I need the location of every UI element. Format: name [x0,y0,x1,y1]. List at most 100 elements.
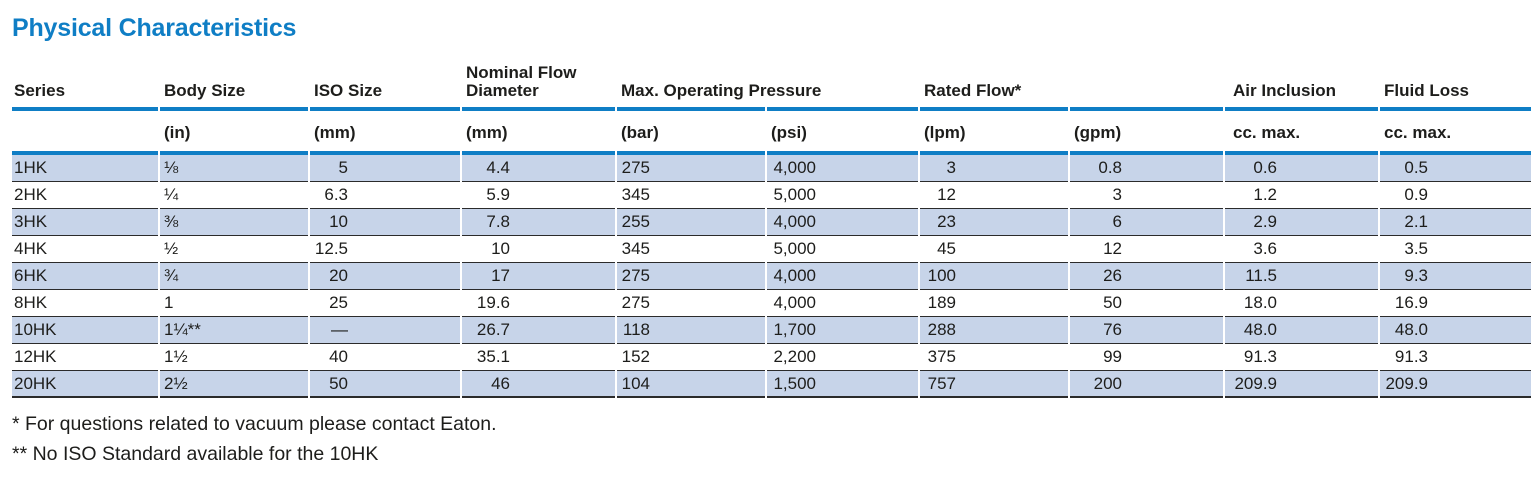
blue-rule-segment [617,151,765,156]
value-cell: 1,500 [767,371,918,399]
unit-header: (lpm) [924,123,966,143]
value-cell: 25 [310,290,460,318]
value-cell: 0.9 [1380,182,1532,210]
value-cell: 10 [310,209,460,237]
blue-rule-segment [920,151,1068,156]
value-cell: 2.1 [1380,209,1532,237]
unit-header: cc. max. [1384,123,1452,143]
blue-rule-segment [767,151,918,156]
value-cell: 4,000 [767,290,918,318]
value-cell: 23 [920,209,1068,237]
value-cell: 3 [1070,182,1224,210]
blue-rule-segment [160,107,308,112]
series-cell: 20HK [12,371,158,399]
value-cell: 4.4 [462,155,615,183]
value-cell: 50 [1070,290,1224,318]
value-cell: 6 [1070,209,1224,237]
value-cell: 4,000 [767,263,918,291]
table-row: 2HK ¼ 6.3 5.9 345 5,000 12 3 1.2 0.9 [12,182,1532,210]
column-header-body-size: Body Size [164,81,246,101]
unit-header: (mm) [466,123,508,143]
value-cell: 26.7 [462,317,615,345]
series-cell: 10HK [12,317,158,345]
value-cell: 46 [462,371,615,399]
value-cell: 12 [1070,236,1224,264]
series-cell: 3HK [12,209,158,237]
value-cell: 50 [310,371,460,399]
unit-header: cc. max. [1233,123,1301,143]
value-cell: 4,000 [767,209,918,237]
value-cell: 1½ [160,344,308,372]
value-cell: 91.3 [1225,344,1379,372]
footnotes: * For questions related to vacuum please… [10,409,1540,469]
value-cell: 2½ [160,371,308,399]
value-cell: 26 [1070,263,1224,291]
column-header-fluid-loss: Fluid Loss [1384,81,1470,101]
value-cell: 99 [1070,344,1224,372]
value-cell: 17 [462,263,615,291]
table-row: 20HK 2½ 50 46 104 1,500 757 200 209.9 209.9 [12,371,1532,399]
value-cell: 48.0 [1380,317,1532,345]
value-cell: 104 [617,371,765,399]
value-cell: 1.2 [1225,182,1379,210]
column-header-series: Series [14,81,66,101]
page-title: Physical Characteristics [12,14,297,42]
value-cell: 0.6 [1225,155,1379,183]
unit-header [12,111,158,151]
table-row: 6HK ¾ 20 17 275 4,000 100 26 11.5 9.3 [12,263,1532,291]
value-cell: ⅛ [160,155,308,183]
value-cell: 5,000 [767,182,918,210]
value-cell: 2.9 [1225,209,1379,237]
series-cell: 8HK [12,290,158,318]
blue-rule-segment [1225,107,1379,112]
value-cell: 35.1 [462,344,615,372]
footnote-vacuum: * For questions related to vacuum please… [12,413,497,436]
blue-rule-segment [462,107,615,112]
blue-rule-segment [462,151,615,156]
blue-rule-segment [767,107,918,112]
value-cell: 5 [310,155,460,183]
blue-rule-segment [617,107,765,112]
blue-rule-segment [310,151,460,156]
value-cell: 345 [617,182,765,210]
value-cell: 12 [920,182,1068,210]
units-header-row: (in) (mm) (mm) (bar) (psi) (lpm) (gpm) cc. max.… [12,111,1531,151]
blue-rule-segment [1225,151,1379,156]
value-cell: 275 [617,263,765,291]
value-cell: 345 [617,236,765,264]
column-header-iso-size: ISO Size [314,81,383,101]
unit-header: (mm) [314,123,356,143]
column-header-rated-flow: Rated Flow* [924,81,1022,101]
blue-rule-segment [1380,107,1532,112]
value-cell: 9.3 [1380,263,1532,291]
series-cell: 6HK [12,263,158,291]
value-cell: 209.9 [1225,371,1379,399]
unit-header: (psi) [771,123,807,143]
blue-rule-segment [12,151,158,156]
unit-header: (gpm) [1074,123,1122,143]
units-rule-row [12,151,1532,156]
value-cell: 0.5 [1380,155,1532,183]
column-header-nominal-flow-diameter: Nominal Flow Diameter [466,63,577,101]
value-cell: ⅜ [160,209,308,237]
value-cell: 20 [310,263,460,291]
value-cell: 48.0 [1225,317,1379,345]
series-cell: 1HK [12,155,158,183]
value-cell: 3 [920,155,1068,183]
unit-header: (in) [164,123,191,143]
value-cell: 76 [1070,317,1224,345]
header-rule-row [12,107,1532,112]
value-cell: 4,000 [767,155,918,183]
value-cell: — [310,317,460,345]
value-cell: 118 [617,317,765,345]
column-header-air-inclusion: Air Inclusion [1233,81,1336,101]
value-cell: 375 [920,344,1068,372]
value-cell: 6.3 [310,182,460,210]
value-cell: 10 [462,236,615,264]
column-header-max-operating-pressure: Max. Operating Pressure [621,81,822,101]
value-cell: 288 [920,317,1068,345]
table-row: 12HK 1½ 40 35.1 152 2,200 375 99 91.3 91.3 [12,344,1532,372]
blue-rule-segment [310,107,460,112]
value-cell: 200 [1070,371,1224,399]
